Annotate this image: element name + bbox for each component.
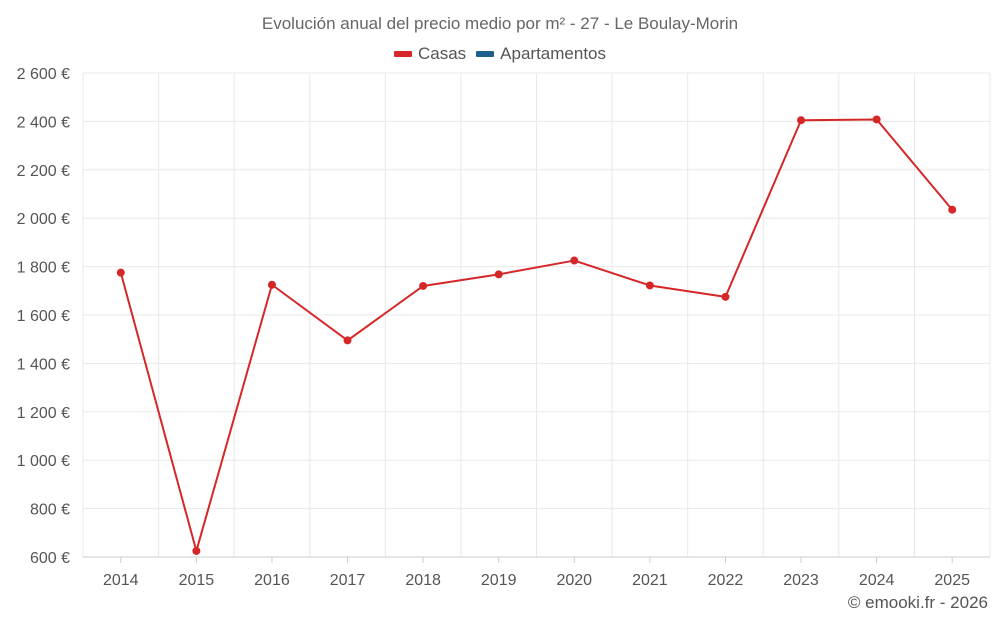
data-point [192,546,201,555]
y-tick-label: 1 400 € [17,356,70,373]
x-tick-label: 2017 [330,572,366,589]
data-point [116,268,125,277]
data-point [645,281,654,290]
credit-text: © emooki.fr - 2026 [847,593,988,612]
data-point [570,256,579,265]
legend-swatch-apartamentos [476,51,495,57]
legend-label-apartamentos: Apartamentos [500,44,607,63]
chart-title: Evolución anual del precio medio por m² … [261,14,739,33]
y-tick-label: 1 600 € [17,308,70,325]
legend-label-casas: Casas [417,44,467,63]
legend: Casas Apartamentos [0,44,1000,64]
y-tick-label: 600 € [30,550,70,567]
x-tick-label: 2021 [632,572,668,589]
data-point [948,205,957,214]
y-tick-label: 2 600 € [17,66,70,83]
y-tick-label: 2 200 € [17,163,70,180]
data-point [872,115,881,124]
y-tick-label: 1 800 € [17,260,70,277]
x-tick-label: 2019 [481,572,517,589]
data-point [721,292,730,301]
x-tick-label: 2014 [103,572,139,589]
x-tick-label: 2020 [556,572,592,589]
x-tick-label: 2016 [254,572,290,589]
x-tick-label: 2024 [859,572,895,589]
y-tick-label: 1 200 € [17,405,70,422]
x-tick-label: 2022 [708,572,744,589]
data-point [797,116,806,125]
y-tick-label: 1 000 € [17,453,70,470]
legend-swatch-casas [393,51,412,57]
data-point [343,336,352,345]
data-point [267,280,276,289]
x-tick-label: 2015 [179,572,215,589]
legend-item-apartamentos[interactable]: Apartamentos [476,44,606,64]
y-tick-label: 800 € [30,502,70,519]
series-line-0 [119,118,953,552]
legend-item-casas[interactable]: Casas [393,44,467,64]
data-point [494,270,503,279]
y-tick-label: 2 400 € [17,114,70,131]
x-tick-label: 2023 [783,572,819,589]
x-tick-label: 2018 [405,572,441,589]
x-tick-label: 2025 [934,572,970,589]
y-tick-label: 2 000 € [17,211,70,228]
data-point [419,281,428,290]
